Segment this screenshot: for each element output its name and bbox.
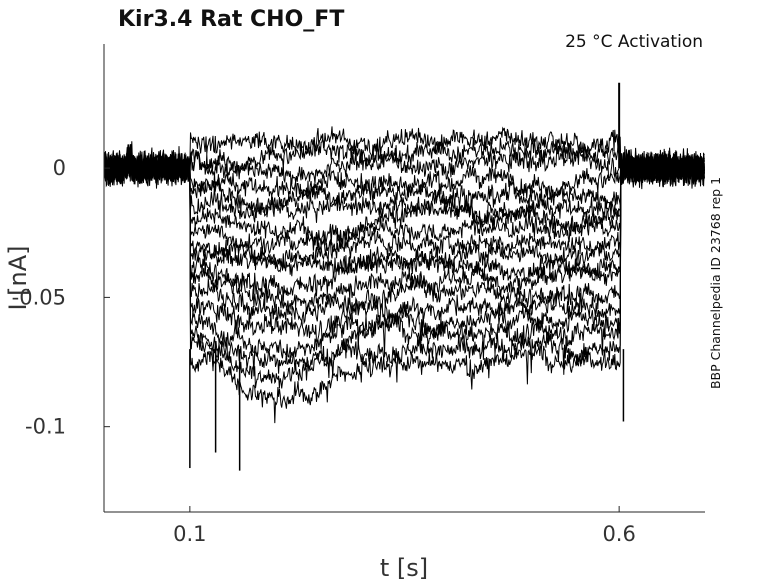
current-trace — [103, 147, 705, 273]
current-trace — [103, 145, 705, 302]
y-axis-label: I [nA] — [4, 245, 32, 310]
x-tick-label: 0.6 — [602, 522, 635, 546]
y-tick-label: -0.05 — [12, 285, 66, 309]
x-axis-label: t [s] — [380, 554, 428, 582]
current-trace — [103, 148, 705, 325]
current-trace — [103, 149, 705, 379]
current-trace — [103, 144, 705, 257]
current-trace — [103, 149, 705, 248]
current-trace — [103, 147, 705, 278]
channelpedia-id-label: BBP Channelpedia ID 23768 rep 1 — [708, 177, 723, 389]
current-trace — [103, 144, 705, 228]
current-traces — [103, 82, 705, 471]
current-trace — [103, 144, 705, 424]
current-trace — [103, 141, 705, 200]
current-trace — [103, 151, 705, 315]
plot-area: 0.1 0.6 0 -0.05 -0.1 — [12, 44, 705, 546]
y-tick-label: -0.1 — [25, 415, 66, 439]
y-tick-label: 0 — [53, 156, 66, 180]
x-tick-label: 0.1 — [173, 522, 206, 546]
axis-ticks: 0.1 0.6 0 -0.05 -0.1 — [12, 156, 636, 546]
current-trace — [103, 145, 705, 187]
chart-title: Kir3.4 Rat CHO_FT — [118, 7, 344, 32]
condition-label: 25 °C Activation — [565, 32, 703, 52]
current-trace — [103, 147, 705, 223]
